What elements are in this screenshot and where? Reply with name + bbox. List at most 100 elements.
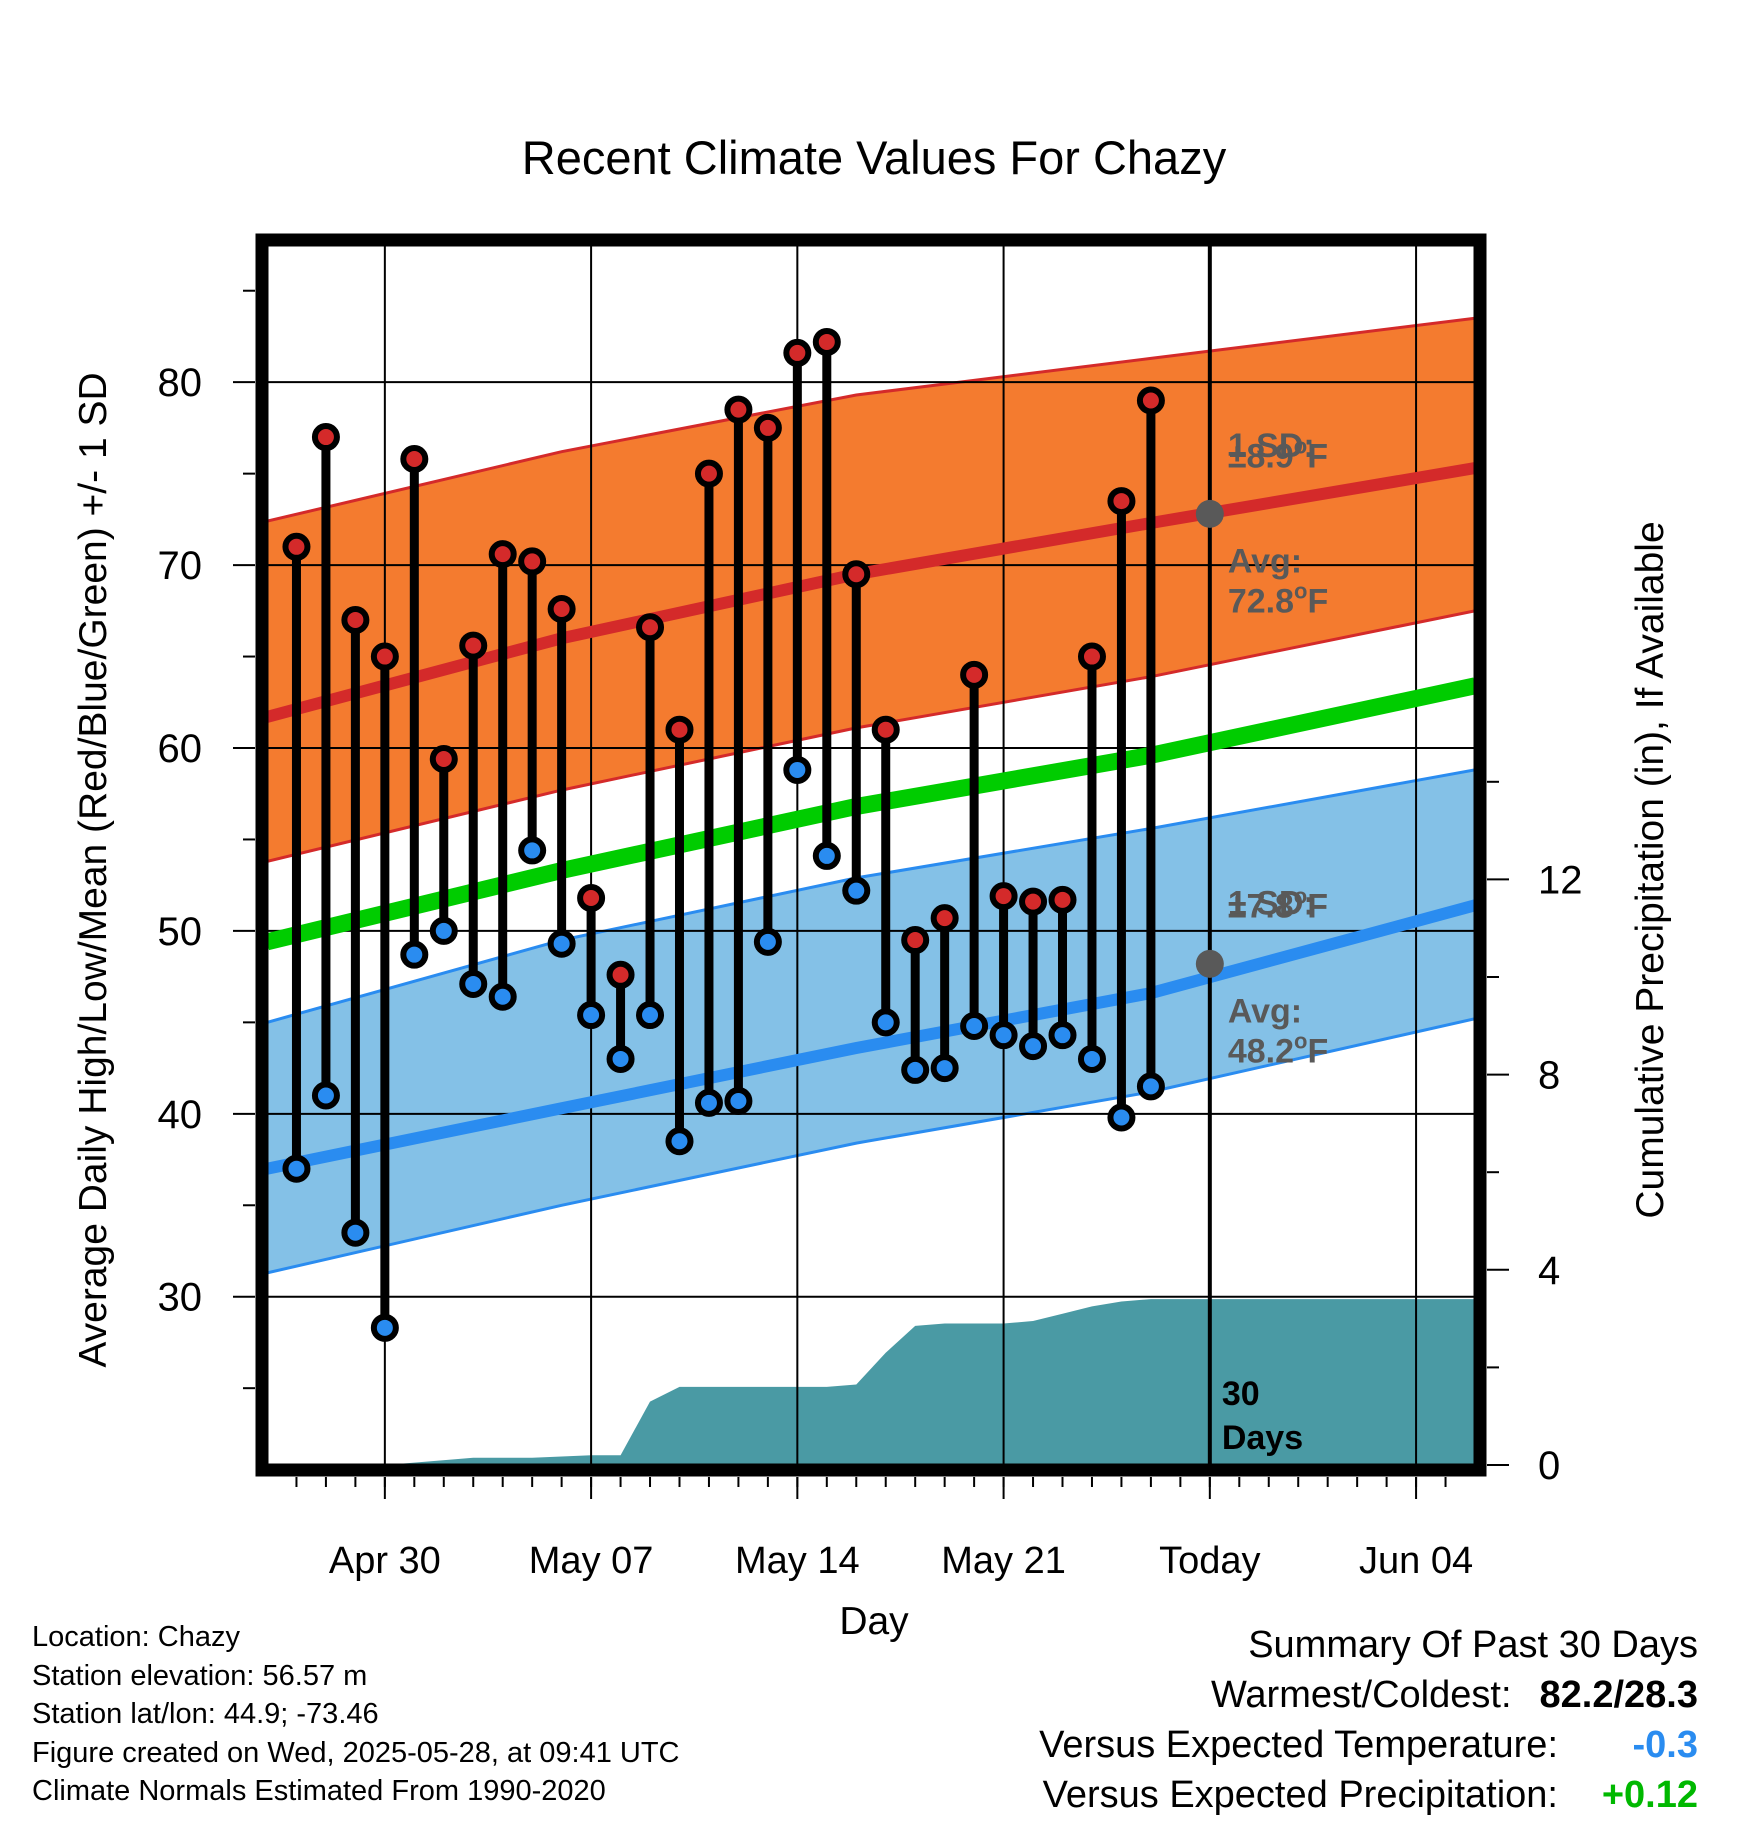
daily-low-point — [518, 836, 547, 865]
daily-high-point — [1136, 386, 1165, 415]
high-avg-value: 72.8oF — [1228, 579, 1328, 621]
low-sd-label: 1 SD: — [1228, 884, 1315, 922]
y-tick-label: 60 — [158, 727, 203, 771]
daily-low-point — [311, 1081, 340, 1110]
daily-low-point — [1107, 1103, 1136, 1132]
high-avg-label: Avg: — [1228, 542, 1302, 580]
high-sd-value: ±8.9oF — [1228, 433, 1328, 475]
daily-low-point — [547, 929, 576, 958]
daily-low-point — [606, 1044, 635, 1073]
daily-high-point — [694, 459, 723, 488]
daily-low-point — [577, 1001, 606, 1030]
daily-high-point — [577, 883, 606, 912]
y2-tick-label: 0 — [1538, 1444, 1560, 1488]
low-avg-value: 48.2oF — [1228, 1029, 1328, 1071]
y-tick-label: 80 — [158, 361, 203, 405]
daily-low-point — [812, 841, 841, 870]
daily-low-point — [753, 927, 782, 956]
days-label-text: Days — [1222, 1419, 1303, 1457]
high-sd-upper-line — [267, 316, 1475, 523]
daily-low-point — [370, 1313, 399, 1342]
daily-low-point — [282, 1154, 311, 1183]
daily-high-point — [871, 715, 900, 744]
daily-high-point — [1048, 885, 1077, 914]
daily-high-point — [311, 423, 340, 452]
daily-low-point — [636, 1001, 665, 1030]
precip-area — [267, 1299, 1475, 1465]
daily-high-point — [400, 445, 429, 474]
x-axis-label: Day — [839, 1600, 909, 1643]
daily-low-point — [960, 1012, 989, 1041]
warm-cold-value: 82.2/28.3 — [1539, 1674, 1698, 1716]
daily-high-point — [547, 594, 576, 623]
daily-high-point — [636, 613, 665, 642]
daily-low-point — [1048, 1021, 1077, 1050]
versus-temp-value: -0.3 — [1632, 1724, 1698, 1766]
chart-title: Recent Climate Values For Chazy — [522, 131, 1227, 184]
daily-high-point — [282, 532, 311, 561]
axes: 30 40 50 60 70 80 0 4 8 12 Apr 30 May 07 May 14 May 2… — [158, 233, 1583, 1582]
versus-precip-value: +0.12 — [1601, 1774, 1698, 1816]
daily-high-point — [606, 960, 635, 989]
y2-tick-label: 12 — [1538, 858, 1583, 902]
daily-high-point — [901, 926, 930, 955]
high-sd-label: 1 SD: — [1228, 427, 1315, 465]
y-tick-label: 50 — [158, 910, 203, 954]
daily-low-point — [665, 1127, 694, 1156]
warm-cold-label: Warmest/Coldest: — [1210, 1674, 1512, 1716]
x-tick-label: May 07 — [529, 1540, 654, 1582]
daily-low-point — [724, 1087, 753, 1116]
station-info: Location: Chazy Station elevation: 56.57… — [32, 1618, 680, 1811]
daily-low-point — [901, 1055, 930, 1084]
x-tick-label: May 14 — [735, 1540, 860, 1582]
versus-temp-label: Versus Expected Temperature: — [1039, 1724, 1558, 1766]
summary-title: Summary Of Past 30 Days — [1248, 1624, 1698, 1666]
low-sd-value: ±7.8oF — [1228, 883, 1328, 925]
high-avg-dot — [1195, 499, 1224, 528]
location-text: Location: Chazy — [32, 1621, 240, 1653]
warm-cold-row: Warmest/Coldest: 82.2/28.3 — [1039, 1670, 1698, 1720]
low-avg-label: Avg: — [1228, 992, 1302, 1030]
days-label-number: 30 — [1222, 1375, 1260, 1413]
daily-low-point — [930, 1054, 959, 1083]
low-sd-band — [267, 769, 1475, 1273]
daily-high-point — [665, 715, 694, 744]
daily-high-point — [488, 540, 517, 569]
versus-precip-row: Versus Expected Precipitation: +0.12 — [1039, 1770, 1698, 1820]
x-tick-label: Apr 30 — [329, 1540, 441, 1582]
daily-high-point — [930, 904, 959, 933]
daily-high-point — [1107, 487, 1136, 516]
daily-high-point — [341, 605, 370, 634]
low-avg-dot — [1195, 949, 1224, 978]
daily-low-point — [488, 982, 517, 1011]
daily-high-point — [1077, 642, 1106, 671]
daily-high-point — [783, 338, 812, 367]
elevation-text: Station elevation: 56.57 m — [32, 1659, 368, 1692]
y-tick-label: 40 — [158, 1093, 203, 1137]
y-tick-label: 70 — [158, 544, 203, 588]
daily-high-point — [753, 413, 782, 442]
high-sd-band — [267, 318, 1475, 862]
summary-panel: Summary Of Past 30 Days Warmest/Coldest:… — [1039, 1620, 1698, 1820]
daily-low-point — [1077, 1044, 1106, 1073]
x-tick-label: May 21 — [941, 1540, 1066, 1582]
daily-high-point — [429, 744, 458, 773]
daily-high-point — [370, 642, 399, 671]
daily-high-point — [518, 547, 547, 576]
versus-temp-row: Versus Expected Temperature: -0.3 — [1039, 1720, 1698, 1770]
daily-low-point — [842, 876, 871, 905]
y2-tick-label: 8 — [1538, 1054, 1560, 1098]
latlon-text: Station lat/lon: 44.9; -73.46 — [32, 1698, 379, 1730]
daily-low-point — [694, 1088, 723, 1117]
normals-text: Climate Normals Estimated From 1990-2020 — [32, 1775, 606, 1807]
y2-tick-label: 4 — [1538, 1249, 1560, 1293]
daily-low-point — [429, 916, 458, 945]
daily-high-point — [1019, 887, 1048, 916]
daily-high-point — [459, 631, 488, 660]
y-axis-label: Average Daily High/Low/Mean (Red/Blue/Gr… — [72, 372, 115, 1367]
daily-high-point — [842, 560, 871, 589]
plot-frame — [255, 233, 1487, 1477]
daily-high-point — [960, 660, 989, 689]
